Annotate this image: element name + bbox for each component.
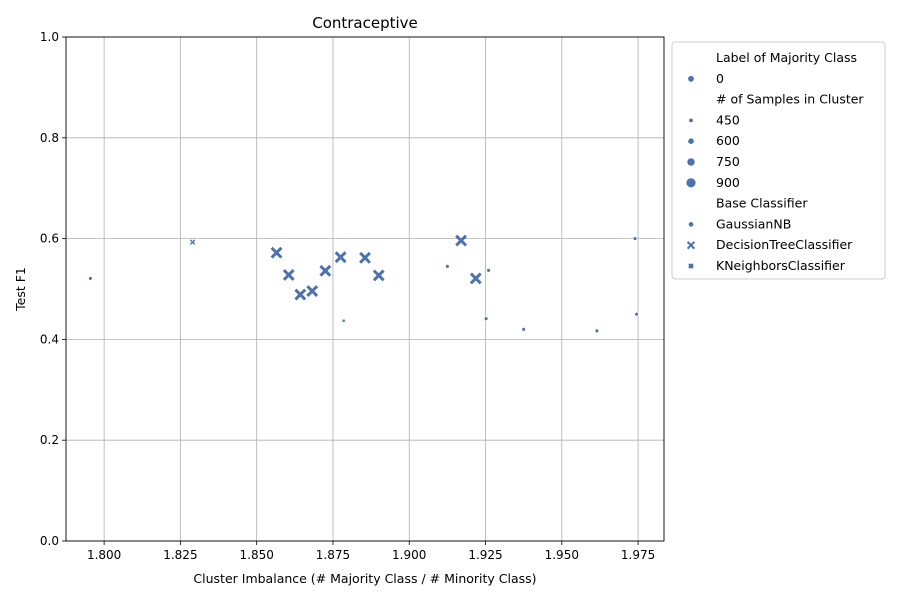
y-tick-label: 0.6	[40, 232, 59, 246]
x-tick-label: 1.900	[392, 548, 426, 562]
legend-section-title: # of Samples in Cluster	[716, 92, 864, 107]
legend-hue-marker	[687, 75, 695, 83]
points-layer	[88, 234, 639, 333]
legend-section-title: Base Classifier	[716, 196, 808, 211]
x-tick-label: 1.825	[163, 548, 197, 562]
legend-item-label: DecisionTreeClassifier	[716, 237, 853, 252]
y-axis-label: Test F1	[13, 267, 28, 312]
y-tick-label: 0.0	[40, 534, 59, 548]
data-point	[294, 288, 307, 301]
legend-section-title: Label of Majority Class	[716, 50, 857, 65]
data-point	[372, 269, 385, 282]
data-point	[88, 276, 93, 281]
grid-layer	[66, 36, 664, 542]
x-tick-label: 1.875	[316, 548, 350, 562]
legend-size-marker	[686, 157, 696, 167]
x-tick-label: 1.975	[621, 548, 655, 562]
data-point	[521, 327, 526, 332]
legend-size-marker	[688, 117, 694, 123]
data-point	[632, 236, 638, 241]
legend-item-label: GaussianNB	[716, 216, 791, 231]
data-point	[189, 239, 196, 245]
x-tick-label: 1.950	[545, 548, 579, 562]
data-point	[270, 246, 283, 259]
ticks-layer: 1.800 1.825 1.850 1.875 1.900 1.925 1.950 1.975…	[40, 30, 655, 562]
data-point	[359, 251, 371, 264]
legend-size-marker	[685, 177, 697, 189]
data-point	[469, 272, 482, 285]
legend-item-label: 450	[716, 112, 740, 127]
data-point	[445, 264, 450, 269]
legend-item-label: 750	[716, 154, 740, 169]
data-point	[634, 312, 639, 317]
data-point	[483, 316, 489, 321]
data-point	[306, 285, 319, 297]
plot-frame	[65, 36, 665, 542]
y-tick-label: 0.8	[40, 131, 59, 145]
legend-item-label: 900	[716, 175, 740, 190]
legend-size-marker	[687, 137, 695, 145]
x-axis-label: Cluster Imbalance (# Majority Class / # …	[193, 571, 536, 586]
data-point	[334, 251, 347, 264]
legend-style-marker	[688, 263, 694, 269]
legend-item-label: 600	[716, 133, 740, 148]
data-point	[282, 268, 295, 281]
data-point	[341, 318, 346, 323]
y-tick-label: 1.0	[40, 30, 59, 44]
data-point	[319, 264, 332, 277]
x-tick-label: 1.800	[87, 548, 121, 562]
legend-item-label: 0	[716, 71, 724, 86]
data-point	[486, 268, 491, 273]
x-tick-label: 1.850	[240, 548, 274, 562]
y-tick-label: 0.4	[40, 332, 59, 346]
legend-style-marker	[686, 241, 696, 250]
data-point	[455, 234, 468, 247]
y-tick-label: 0.2	[40, 433, 59, 447]
x-tick-label: 1.925	[468, 548, 502, 562]
legend-style-marker	[688, 221, 694, 228]
chart-title: Contraceptive	[312, 14, 418, 32]
data-point	[594, 328, 600, 333]
legend-item-label: KNeighborsClassifier	[716, 258, 846, 273]
legend-frame	[671, 41, 886, 280]
legend: Label of Majority Class 0 # of Samples in …	[671, 41, 886, 280]
